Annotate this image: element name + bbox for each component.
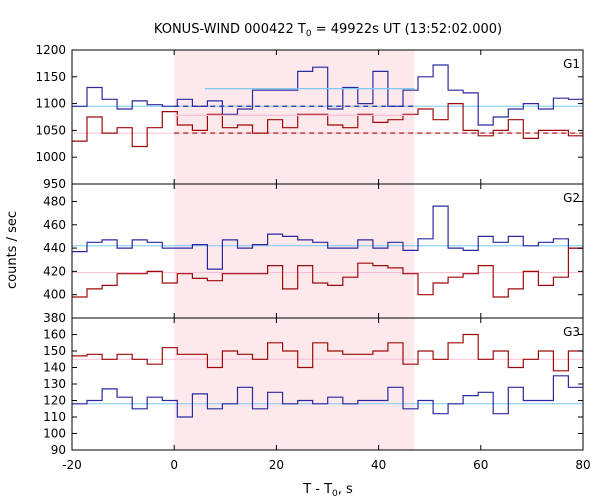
y-tick-label: 140 (43, 361, 66, 375)
y-tick-label: 1150 (35, 70, 66, 84)
x-tick-label: 0 (170, 458, 178, 472)
y-tick-label: 160 (43, 328, 66, 342)
y-tick-label: 90 (51, 443, 66, 457)
y-tick-label: 480 (43, 194, 66, 208)
y-tick-label: 1000 (35, 150, 66, 164)
y-tick-label: 460 (43, 218, 66, 232)
panel-label: G1 (563, 57, 580, 71)
x-tick-label: 40 (371, 458, 386, 472)
x-tick-label: 20 (269, 458, 284, 472)
y-tick-label: 120 (43, 394, 66, 408)
panel-plot-area (72, 64, 583, 148)
shaded-interval (174, 50, 415, 450)
series-step-blue (72, 205, 583, 270)
y-axis-label: counts / sec (5, 211, 20, 289)
y-tick-label: 420 (43, 264, 66, 278)
x-axis-label-main: T - T (302, 482, 332, 497)
panel-g1: 950 1000 1050 1100 1150 1200 G1 (35, 43, 584, 191)
x-tick-label: -20 (62, 458, 82, 472)
y-tick-label: 1050 (35, 123, 66, 137)
chart-title-main: KONUS-WIND 000422 T (154, 22, 306, 37)
series-step-red (72, 103, 583, 148)
y-tick-label: 440 (43, 241, 66, 255)
x-axis-label: T - T0, s (302, 482, 353, 499)
y-tick-label: 400 (43, 288, 66, 302)
x-tick-label: 60 (473, 458, 488, 472)
panel-g2: 380 400 420 440 460 480 G2 (43, 183, 584, 325)
y-tick-label: 380 (43, 311, 66, 325)
y-tick-label: 110 (43, 410, 66, 424)
chart-title: KONUS-WIND 000422 T0 = 49922s UT (13:52:… (154, 22, 502, 39)
series-step-red (72, 247, 583, 298)
panel-label: G3 (563, 325, 580, 339)
series-step-blue (72, 375, 583, 418)
panel-plot-area (72, 333, 583, 418)
panel-label: G2 (563, 191, 580, 205)
y-tick-label: 130 (43, 377, 66, 391)
series-step-blue (72, 64, 583, 126)
y-tick-label: 150 (43, 344, 66, 358)
y-tick-label: 1100 (35, 97, 66, 111)
x-axis-label-rest: , s (338, 482, 353, 497)
panel-g3: 90 100 110 120 130 140 150 160 G3 (43, 317, 584, 457)
chart-title-rest: = 49922s UT (13:52:02.000) (312, 22, 502, 37)
y-tick-label: 1200 (35, 43, 66, 57)
x-tick-label: 80 (575, 458, 590, 472)
x-axis-label-subscript: 0 (332, 489, 338, 499)
chart-title-subscript: 0 (306, 29, 312, 39)
plot-layer: 95010001050110011501200G1380400420440460… (35, 43, 590, 472)
panel-plot-area (72, 205, 583, 298)
y-tick-label: 100 (43, 427, 66, 441)
series-step-red (72, 333, 583, 372)
y-tick-label: 950 (43, 177, 66, 191)
